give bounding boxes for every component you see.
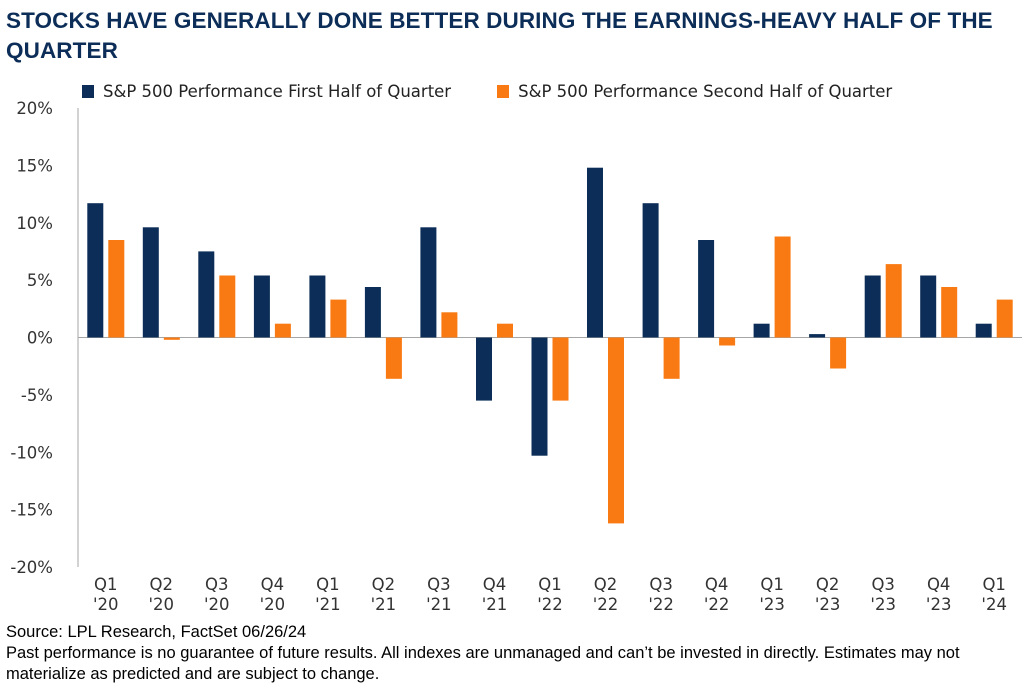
bar-second-half — [441, 312, 458, 338]
y-tick-label: 5% — [27, 271, 53, 290]
y-tick-label: -5% — [21, 386, 53, 405]
y-tick-label: 15% — [16, 156, 53, 175]
bar-first-half — [198, 251, 215, 338]
x-tick-label: '20 — [149, 595, 175, 614]
y-tick-label: 20% — [16, 99, 53, 118]
y-tick-label: -20% — [10, 558, 53, 577]
bar-first-half — [698, 240, 715, 338]
y-tick-label: 0% — [27, 329, 53, 348]
x-tick-label: '21 — [426, 595, 452, 614]
bar-second-half — [719, 337, 736, 346]
bar-first-half — [809, 334, 826, 338]
legend-item-second-half: S&P 500 Performance Second Half of Quart… — [497, 82, 892, 101]
bar-second-half — [330, 299, 347, 338]
bar-second-half — [774, 236, 791, 338]
x-tick-label: Q1 — [760, 575, 784, 594]
legend-item-first-half: S&P 500 Performance First Half of Quarte… — [82, 82, 451, 101]
bar-first-half — [642, 203, 659, 338]
bars — [87, 167, 1013, 524]
x-tick-label: '21 — [371, 595, 397, 614]
x-tick-label: '20 — [260, 595, 286, 614]
x-tick-label: '22 — [537, 595, 563, 614]
y-axis-labels: 20% 15% 10% 5% 0% -5% -10% -15% -20% — [10, 99, 53, 577]
bar-first-half — [253, 275, 270, 338]
legend-swatch-first-half — [82, 84, 94, 98]
source-note: Source: LPL Research, FactSet 06/26/24 — [6, 623, 307, 641]
bar-chart: 20%15%10%5%0%-5%-10%-15%-20% Q1'20Q2'20Q… — [10, 99, 1022, 614]
bar-first-half — [753, 323, 770, 338]
x-tick-label: Q3 — [871, 575, 895, 594]
footer: Source: LPL Research, FactSet 06/26/24 P… — [6, 622, 1026, 685]
x-tick-label: '23 — [870, 595, 896, 614]
x-tick-label: Q1 — [538, 575, 562, 594]
x-tick-label: Q4 — [927, 575, 951, 594]
axes — [77, 108, 1022, 567]
x-tick-label: Q4 — [483, 575, 507, 594]
x-tick-label: Q4 — [705, 575, 729, 594]
x-tick-label: Q3 — [427, 575, 451, 594]
x-tick-label: Q3 — [205, 575, 229, 594]
y-tick-label: 10% — [16, 214, 53, 233]
bar-second-half — [941, 287, 958, 338]
legend-label-second-half: S&P 500 Performance Second Half of Quart… — [518, 81, 893, 101]
x-tick-label: '24 — [981, 595, 1007, 614]
x-tick-label: '22 — [593, 595, 619, 614]
bar-second-half — [274, 323, 291, 338]
y-tick-label: -15% — [10, 501, 53, 520]
x-tick-label: Q4 — [261, 575, 285, 594]
x-tick-label: '22 — [648, 595, 674, 614]
x-tick-label: '23 — [926, 595, 952, 614]
bar-second-half — [552, 337, 569, 401]
x-tick-label: Q1 — [316, 575, 340, 594]
x-tick-label: '21 — [482, 595, 508, 614]
bar-second-half — [885, 264, 902, 338]
x-tick-label: '22 — [704, 595, 730, 614]
x-tick-label: '23 — [815, 595, 841, 614]
bar-second-half — [830, 337, 847, 369]
bar-first-half — [975, 323, 992, 338]
x-axis-labels: Q1'20Q2'20Q3'20Q4'20Q1'21Q2'21Q3'21Q4'21… — [93, 575, 1007, 614]
x-tick-label: Q2 — [816, 575, 840, 594]
bar-first-half — [309, 275, 326, 338]
disclaimer: Past performance is no guarantee of futu… — [6, 644, 960, 683]
x-tick-label: Q1 — [982, 575, 1006, 594]
bar-second-half — [497, 323, 513, 338]
bar-first-half — [531, 337, 548, 456]
bar-first-half — [142, 227, 159, 338]
legend: S&P 500 Performance First Half of Quarte… — [82, 79, 938, 103]
x-tick-label: '20 — [93, 595, 119, 614]
x-tick-label: Q3 — [649, 575, 673, 594]
bar-second-half — [608, 337, 624, 524]
y-tick-label: -10% — [10, 443, 53, 462]
x-tick-label: '20 — [204, 595, 230, 614]
chart-title: STOCKS HAVE GENERALLY DONE BETTER DURING… — [6, 8, 993, 63]
bar-first-half — [920, 275, 937, 338]
bar-first-half — [476, 337, 492, 401]
bar-second-half — [385, 337, 402, 379]
x-tick-label: Q1 — [94, 575, 118, 594]
x-tick-label: Q2 — [594, 575, 618, 594]
bar-second-half — [163, 337, 180, 340]
bar-first-half — [864, 275, 881, 338]
bar-second-half — [663, 337, 680, 379]
bar-first-half — [587, 167, 603, 338]
bar-first-half — [420, 227, 437, 338]
x-tick-label: '23 — [759, 595, 785, 614]
legend-swatch-second-half — [497, 84, 510, 98]
bar-first-half — [87, 203, 104, 338]
legend-label-first-half: S&P 500 Performance First Half of Quarte… — [103, 81, 452, 101]
x-tick-label: Q2 — [150, 575, 174, 594]
bar-second-half — [996, 299, 1013, 338]
bar-second-half — [108, 240, 125, 338]
x-tick-label: '21 — [315, 595, 341, 614]
bar-second-half — [219, 275, 236, 338]
bar-first-half — [364, 287, 381, 338]
x-tick-label: Q2 — [372, 575, 396, 594]
